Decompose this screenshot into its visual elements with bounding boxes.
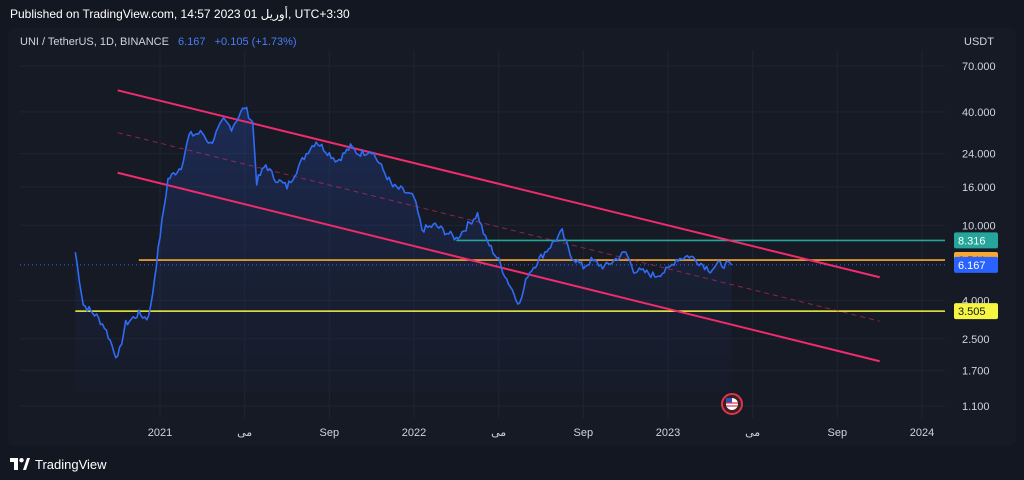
y-tick-label: 24.000 — [962, 149, 996, 161]
y-tick-label: 70.000 — [962, 61, 996, 73]
top-bar: Published on TradingView.com, 14:57 2023… — [0, 0, 1024, 28]
published-text: Published on TradingView.com, 14:57 2023… — [10, 7, 350, 21]
channel-line-lower — [117, 171, 880, 363]
x-tick-label: 2023 — [656, 427, 680, 439]
x-tick-label: Sep — [320, 427, 340, 439]
currency-label: USDT — [964, 36, 994, 48]
tradingview-brand: TradingView — [35, 456, 107, 472]
x-tick-label: 2022 — [402, 427, 426, 439]
price-label: 8.316 — [958, 235, 986, 247]
y-tick-label: 10.000 — [962, 220, 996, 232]
price-line — [74, 106, 733, 359]
x-tick-label: می — [237, 427, 252, 439]
x-tick-label: 2024 — [910, 427, 934, 439]
y-tick-label: 2.500 — [962, 334, 990, 346]
y-tick-label: 16.000 — [962, 182, 996, 194]
price-area — [75, 107, 732, 392]
price-label-box — [954, 303, 998, 320]
price-label-box — [954, 232, 998, 249]
last-price: 6.167 — [178, 36, 206, 48]
price-label-box — [954, 256, 998, 273]
price-label: 3.505 — [958, 306, 986, 318]
event-flag-icon-canton — [726, 398, 732, 403]
x-tick-label: می — [745, 427, 760, 439]
symbol-name: UNI / TetherUS, 1D, BINANCE — [20, 36, 169, 48]
y-tick-label: 40.000 — [962, 107, 996, 119]
y-tick-label: 1.100 — [962, 401, 990, 413]
footer: TradingView — [10, 455, 107, 473]
price-change: +0.105 (+1.73%) — [214, 36, 297, 48]
x-tick-label: می — [491, 427, 506, 439]
x-tick-label: Sep — [828, 427, 848, 439]
x-tick-label: Sep — [574, 427, 594, 439]
tradingview-icon — [10, 458, 30, 470]
price-label: 6.167 — [958, 260, 986, 272]
symbol-legend: UNI / TetherUS, 1D, BINANCE 6.167 +0.105… — [20, 36, 297, 48]
channel-line-middle — [117, 132, 880, 322]
channel-line-upper — [117, 89, 880, 279]
y-tick-label: 1.700 — [962, 365, 990, 377]
tradingview-logo[interactable]: TradingView — [10, 457, 107, 472]
x-tick-label: 2021 — [148, 427, 172, 439]
